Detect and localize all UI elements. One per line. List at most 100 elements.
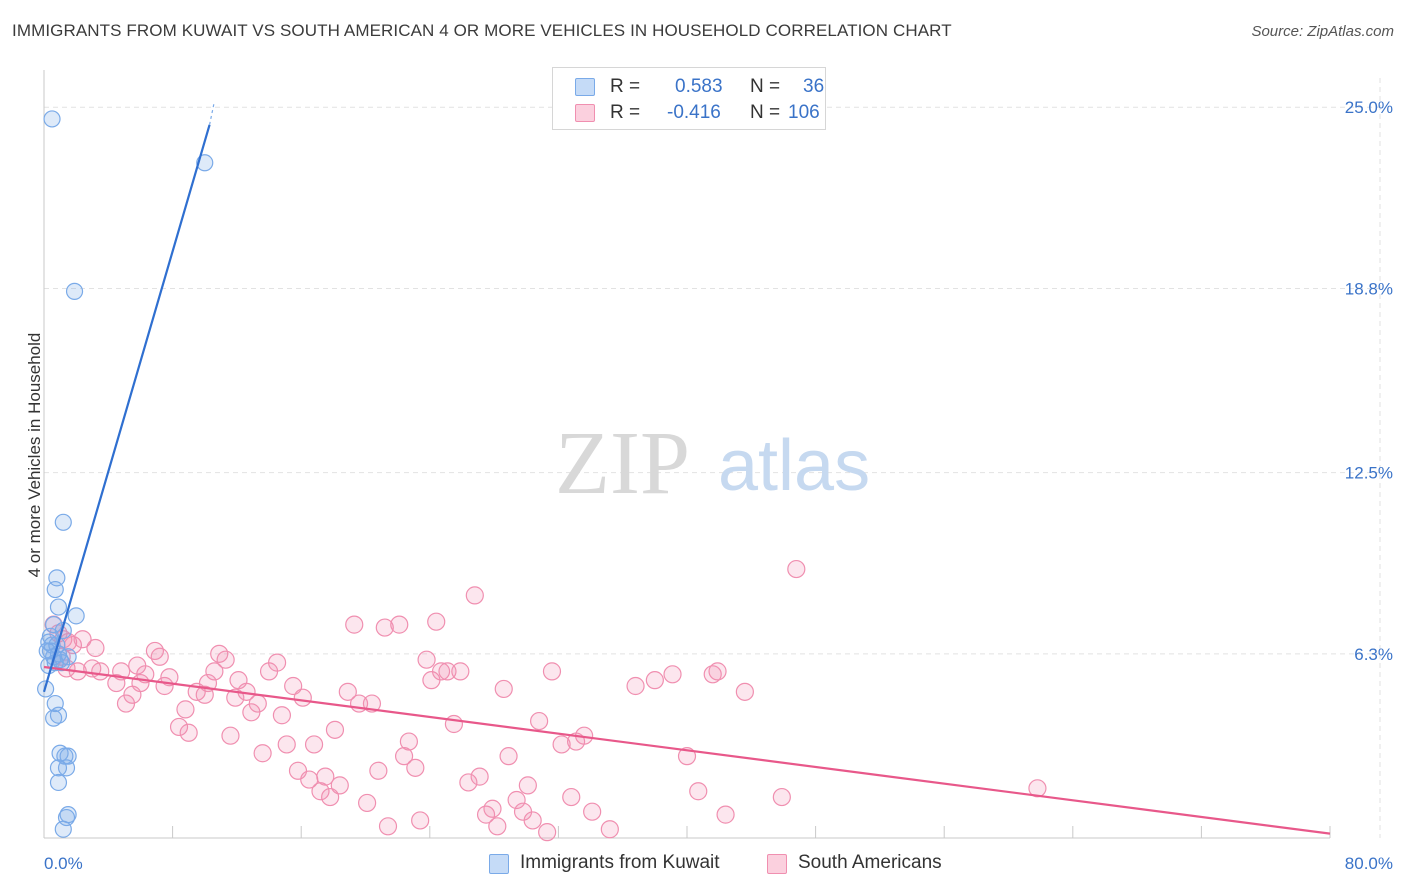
south-americans-point [562,787,581,807]
grid-layer [44,78,1381,838]
south-americans-point [406,758,425,777]
south-americans-point [538,823,557,842]
kuwait-trend-extension [208,101,215,125]
south-americans-point [205,662,224,681]
south-americans-point [507,790,526,810]
south-americans-point [253,744,272,763]
legend-n-value: 36 [803,76,825,97]
south-americans-point [600,820,619,839]
south-americans-point [325,720,345,739]
south-americans-point [394,747,414,766]
south-americans-point [772,787,791,807]
kuwait-point [45,709,63,727]
legend-label-kuwait: Immigrants from Kuwait [520,852,720,873]
kuwait-point [41,627,60,645]
south-americans-point [362,694,382,713]
watermark-zip: ZIP [555,414,690,513]
south-americans-point [150,647,169,666]
kuwait-point [65,282,84,300]
south-americans-point [248,694,267,713]
south-americans-point [663,665,682,684]
legend-n-label: N = [750,102,781,123]
south-americans-point [427,612,446,631]
legend-swatch-kuwait [575,78,595,96]
legend-r-value: -0.416 [667,102,721,123]
south-americans-point [735,682,754,701]
kuwait-point [59,806,77,824]
south-americans-point [321,787,340,807]
south-americans-point [369,761,388,780]
chart-title: IMMIGRANTS FROM KUWAIT VS SOUTH AMERICAN… [12,21,952,40]
south-americans-point [179,723,198,742]
kuwait-points [37,110,214,838]
south-americans-point [399,732,419,751]
trend-lines [42,101,1331,835]
south-americans-point [345,615,364,634]
south-americans-points [44,559,1047,842]
source-label: Source: ZipAtlas.com [1251,23,1394,40]
south-americans-point [488,817,507,836]
legend-r-label: R = [610,102,641,123]
south-americans-point [451,662,470,681]
south-americans-point [277,735,296,754]
kuwait-point [49,773,68,792]
south-americans-point [221,726,240,745]
legend-r-label: R = [610,76,641,97]
south-americans-point [494,679,513,699]
south-americans-point [86,638,105,658]
south-americans-point [145,641,165,661]
south-americans-point [73,630,92,649]
south-americans-point [316,767,335,786]
south-americans-point [530,711,549,731]
legend-r-value: 0.583 [675,76,723,97]
south-americans-point [378,817,398,836]
south-americans-point [716,805,735,824]
south-americans-point [626,676,645,696]
south-americans-point [330,776,349,795]
south-americans-point [470,767,489,786]
x-tick-label: 0.0% [44,854,83,873]
y-tick-label: 18.8% [1345,279,1393,298]
kuwait-point [54,513,72,531]
south-americans-point [465,586,484,605]
south-americans-point [523,811,542,830]
y-tick-label: 12.5% [1345,464,1393,483]
tick-labels: 6.3% 12.5% 18.8% 25.0% 0.0% 80.0% [44,98,1393,873]
kuwait-point [46,580,64,599]
legend-n-value: 106 [788,102,820,123]
south-americans-point [431,662,451,681]
south-americans-point [272,706,292,725]
legend-swatch-kuwait [489,854,509,874]
south-americans-point [552,735,571,754]
south-americans-point [375,618,394,637]
watermark-atlas: atlas [718,426,870,506]
south-americans-point [267,653,287,672]
south-americans-point [293,688,312,707]
south-americans-point [542,662,562,681]
south-americans-point [689,782,708,801]
kuwait-trend-line [42,124,211,693]
kuwait-point [43,110,61,128]
south-americans-point [483,799,502,818]
legend-swatch-south-americans [575,104,595,122]
y-tick-label: 25.0% [1345,98,1393,117]
south-americans-point [160,668,179,687]
south-americans-point [358,793,377,813]
south-americans-point [195,685,214,704]
y-tick-label: 6.3% [1354,645,1393,664]
kuwait-point [67,607,85,625]
south-americans-point [645,671,664,690]
south-americans-point [176,700,195,719]
south-americans-point [216,650,235,669]
legend-label-south-americans: South Americans [798,852,942,873]
kuwait-point [53,654,71,672]
y-axis-label: 4 or more Vehicles in Household [25,332,44,578]
south-americans-point [703,665,722,684]
south-americans-point [499,747,518,766]
kuwait-point [49,706,68,724]
kuwait-point [54,820,72,838]
legend-swatch-south-americans [767,854,787,874]
legend-n-label: N = [750,76,781,97]
south-americans-point [459,773,478,792]
south-americans-point [708,662,727,681]
